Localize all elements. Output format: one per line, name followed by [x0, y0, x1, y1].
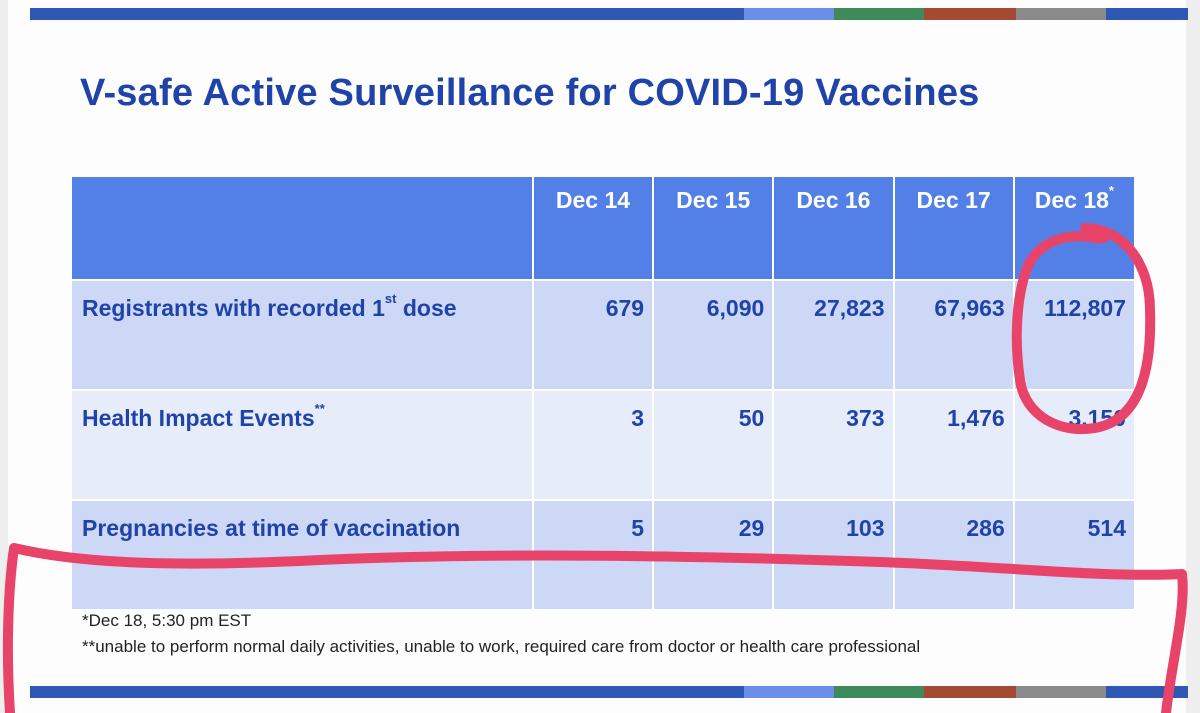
row-label: Registrants with recorded 1st dose — [72, 280, 533, 391]
footnote-dec18-time: *Dec 18, 5:30 pm EST — [82, 611, 252, 630]
column-header: Dec 16 — [772, 177, 894, 281]
table-row: Pregnancies at time of vaccination 5 29 … — [72, 500, 1134, 611]
table-cell: 373 — [772, 390, 894, 501]
slide: V-safe Active Surveillance for COVID-19 … — [8, 0, 1188, 713]
stripe-segment — [1016, 686, 1106, 698]
stripe-segment — [924, 8, 1016, 20]
table-cell: 6,090 — [652, 280, 774, 391]
column-header: Dec 17 — [892, 177, 1014, 281]
footnotes: *Dec 18, 5:30 pm EST **unable to perform… — [82, 608, 920, 660]
footnote-health-impact-definition: **unable to perform normal daily activit… — [82, 637, 921, 656]
table-cell: 679 — [531, 280, 654, 391]
stripe-segment — [834, 8, 924, 20]
row-label: Health Impact Events** — [72, 390, 533, 501]
stripe-segment — [1016, 8, 1106, 20]
table-cell: 3 — [531, 390, 654, 501]
header-blank-cell — [72, 177, 533, 281]
hand-drawn-box-mark — [2, 543, 1188, 713]
column-header: Dec 15 — [652, 177, 774, 281]
surveillance-table: Dec 14 Dec 15 Dec 16 Dec 17 Dec 18* Regi… — [72, 177, 1134, 611]
table-row: Health Impact Events** 3 50 373 1,476 3,… — [72, 390, 1134, 501]
hand-drawn-circle-mark — [1011, 223, 1156, 435]
row-label: Pregnancies at time of vaccination — [72, 500, 533, 611]
table-cell: 27,823 — [772, 280, 894, 391]
table-cell: 1,476 — [892, 390, 1014, 501]
table-header-row: Dec 14 Dec 15 Dec 16 Dec 17 Dec 18* — [72, 177, 1134, 281]
table-cell: 286 — [892, 500, 1014, 611]
column-header: Dec 14 — [531, 177, 654, 281]
table-cell: 103 — [772, 500, 894, 611]
table-cell: 50 — [652, 390, 774, 501]
stripe-segment — [744, 686, 834, 698]
stripe-segment — [924, 686, 1016, 698]
bottom-color-stripe — [30, 686, 1188, 698]
slide-title: V-safe Active Surveillance for COVID-19 … — [80, 72, 980, 114]
table-cell: 67,963 — [892, 280, 1014, 391]
table-cell: 112,807 — [1012, 280, 1134, 391]
stripe-segment — [834, 686, 924, 698]
stripe-segment — [744, 8, 834, 20]
table-row: Registrants with recorded 1st dose 679 6… — [72, 280, 1134, 391]
top-color-stripe — [30, 8, 1188, 20]
stripe-segment — [1106, 8, 1188, 20]
stripe-segment — [30, 8, 744, 20]
stripe-segment — [30, 686, 744, 698]
table-cell: 514 — [1012, 500, 1134, 611]
